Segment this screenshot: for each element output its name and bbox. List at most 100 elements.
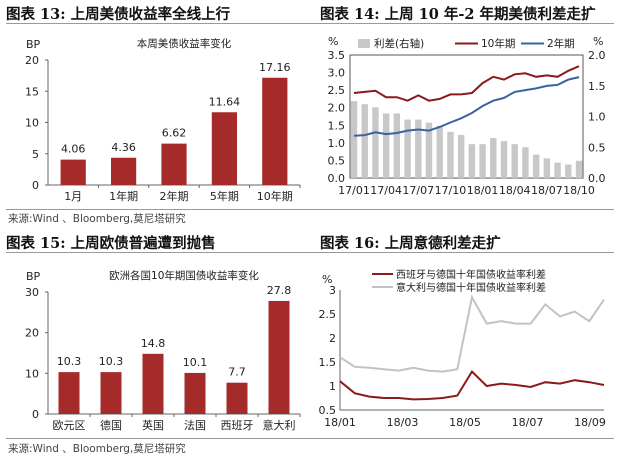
fig14-xtick-label: 18/10 [563, 184, 595, 197]
fig14-ytick-left: 0.0 [328, 172, 346, 185]
fig15-xtick-label: 西班牙 [221, 419, 254, 432]
bottom-source-divider [6, 438, 614, 439]
fig13-xtick-label: 1月 [64, 190, 82, 203]
fig15-value-label: 10.3 [99, 355, 124, 368]
fig13-bar [262, 77, 288, 185]
fig14-spread-bar [372, 107, 379, 178]
fig13-value-label: 6.62 [162, 127, 187, 140]
fig13-ytick-label: 15 [25, 85, 39, 98]
figure-16-title: 图表 16: 上周意德利差走扩 [320, 235, 501, 252]
fig15-xtick-label: 英国 [142, 418, 164, 432]
fig13-bar [161, 143, 187, 185]
fig14-spread-bar [447, 131, 454, 178]
fig16-legend-spain: 西班牙与德国十年国债收益率利差 [396, 268, 546, 281]
fig14-ylabel-right: % [593, 35, 603, 48]
fig16-legend-italy: 意大利与德国十年国债收益率利差 [396, 281, 546, 294]
fig13-xtick-label: 2年期 [160, 189, 189, 203]
fig15-bar [100, 372, 122, 414]
fig16-ytick-label: 2 [329, 332, 336, 345]
top-source-divider [6, 209, 614, 210]
fig14-ytick-left: 3.0 [328, 67, 346, 80]
fig13-title: 本周美债收益率变化 [137, 37, 232, 50]
fig15-value-label: 7.7 [228, 366, 246, 379]
fig14-spread-bar [415, 119, 422, 178]
fig14-ytick-left: 0.5 [328, 154, 346, 167]
fig15-ytick-label: 10 [25, 367, 39, 380]
fig15-bar [268, 300, 290, 414]
fig15-bar [184, 372, 206, 414]
fig14-ytick-left: 3.5 [328, 49, 346, 62]
fig15-value-label: 10.1 [183, 356, 208, 369]
source-note-top: 来源:Wind 、Bloomberg,莫尼塔研究 [8, 213, 186, 225]
fig16-line-spain [339, 370, 605, 401]
fig14-spread-bar [436, 125, 443, 178]
fig13-ytick-label: 5 [32, 148, 39, 161]
fig14-spread-bar [457, 134, 465, 178]
fig14-ytick-left: 2.0 [328, 102, 346, 115]
fig13-ytick-label: 20 [25, 54, 39, 67]
source-note-bottom: 来源:Wind 、Bloomberg,莫尼塔研究 [8, 443, 186, 455]
fig15-ytick-label: 20 [25, 327, 39, 340]
fig15-ytick-label: 0 [32, 408, 39, 421]
fig14-ytick-right: 1.5 [588, 80, 606, 93]
fig14-ytick-right: 2.0 [588, 49, 606, 62]
fig14-ytick-right: 0.0 [588, 172, 606, 185]
figure-13-title: 图表 13: 上周美债收益率全线上行 [6, 6, 231, 23]
fig13-value-label: 4.06 [61, 143, 86, 156]
fig15-bar [226, 382, 248, 414]
fig13-bar [60, 159, 86, 185]
fig13-bar [211, 112, 237, 185]
fig14-spread-bar [393, 113, 401, 178]
fig13-value-label: 17.16 [259, 61, 291, 74]
fig14-spread-bar [500, 141, 508, 178]
fig14-spread-bar [532, 154, 540, 178]
fig13-xtick-label: 1年期 [109, 189, 138, 203]
fig16-ytick-label: 2.5 [319, 308, 337, 321]
fig15-value-label: 10.3 [57, 355, 82, 368]
fig16-line-italy [339, 294, 605, 373]
fig14-spread-bar [382, 113, 390, 178]
fig15-bar [142, 353, 164, 414]
fig14-spread-bar [565, 164, 572, 178]
fig14-legend-2y: 2年期 [547, 37, 575, 50]
fig13-value-label: 11.64 [209, 95, 241, 108]
fig16-xtick-label: 18/09 [574, 416, 606, 429]
fig15-ylabel: BP [26, 270, 41, 283]
fig14-line-10y [353, 65, 580, 102]
fig15-title: 欧洲各国10年期国债收益率变化 [109, 269, 259, 282]
fig15-value-label: 14.8 [141, 337, 166, 350]
fig13-ytick-label: 10 [25, 117, 39, 130]
figure-15-title: 图表 15: 上周欧债普遍遭到抛售 [6, 235, 216, 252]
fig14-spread-bar [361, 104, 368, 178]
fig14-spread-bar [468, 144, 476, 178]
fig16-ytick-label: 3 [329, 284, 336, 297]
fig15-xtick-label: 意大利 [263, 418, 296, 432]
fig14-xtick-label: 17/04 [370, 184, 402, 197]
fig14-legend-swatch-spread [358, 39, 370, 48]
fig16-ytick-label: 0.5 [319, 404, 337, 417]
fig15-xtick-label: 法国 [184, 418, 206, 432]
fig14-spread-bar [522, 147, 529, 178]
fig14-xtick-label: 17/01 [338, 184, 370, 197]
fig14-legend-spread: 利差(右轴) [374, 37, 424, 50]
fig14-spread-bar [543, 158, 551, 178]
fig13-value-label: 4.36 [111, 141, 136, 154]
fig16-ytick-label: 1 [329, 380, 336, 393]
fig13-ytick-label: 0 [32, 179, 39, 192]
fig13-ylabel: BP [26, 38, 41, 51]
fig14-spread-bar [575, 160, 583, 178]
fig16-xtick-label: 18/07 [512, 416, 544, 429]
fig14-spread-bar [350, 101, 358, 178]
fig14-spread-bar [490, 138, 497, 178]
fig14-plot-frame [349, 54, 584, 179]
fig16-xtick-label: 18/05 [449, 416, 481, 429]
fig14-legend-10y: 10年期 [481, 37, 515, 50]
fig13-bar [111, 157, 137, 185]
fig14-ytick-right: 0.5 [588, 141, 606, 154]
fig14-xtick-label: 18/01 [467, 184, 499, 197]
fig16-ytick-label: 1.5 [319, 356, 337, 369]
fig14-spread-bar [511, 144, 518, 178]
fig14-ytick-left: 1.0 [328, 137, 346, 150]
fig15-xtick-label: 欧元区 [53, 419, 86, 432]
